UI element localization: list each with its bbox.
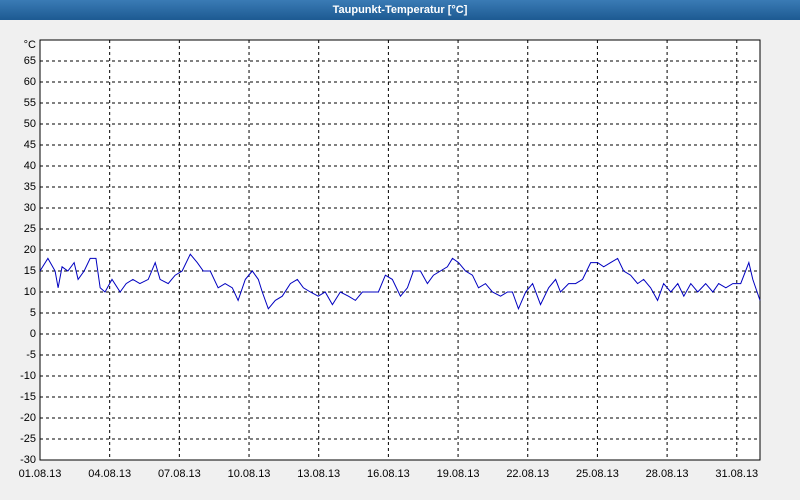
data-line (39, 253, 761, 311)
y-tick-label: -5 (26, 349, 36, 361)
x-tick-label: 25.08.13 (576, 468, 619, 480)
title-bar: Taupunkt-Temperatur [°C] (0, 0, 800, 20)
y-tick-label: 10 (24, 286, 36, 298)
x-tick-label: 01.08.13 (19, 468, 62, 480)
y-tick-label: 35 (24, 181, 36, 193)
y-tick-label: 20 (24, 244, 36, 256)
x-tick-label: 22.08.13 (506, 468, 549, 480)
x-tick-label: 04.08.13 (88, 468, 131, 480)
y-tick-label: 5 (30, 307, 36, 319)
y-tick-label: -25 (20, 433, 36, 445)
y-tick-label: -10 (20, 370, 36, 382)
y-tick-label: -30 (20, 454, 36, 466)
y-tick-label: 50 (24, 118, 36, 130)
y-tick-label: 25 (24, 223, 36, 235)
y-tick-label: 0 (30, 328, 36, 340)
y-tick-label: 60 (24, 76, 36, 88)
y-axis-label: °C (24, 39, 36, 51)
y-tick-label: 55 (24, 97, 36, 109)
chart: °C -30 -25 -20 -15 -10 -5 0 5 10 15 20 25 30 35 40 45 50… (19, 39, 761, 480)
y-tick-label: 15 (24, 265, 36, 277)
y-tick-label: 30 (24, 202, 36, 214)
x-tick-label: 19.08.13 (437, 468, 480, 480)
y-tick-label: 40 (24, 160, 36, 172)
y-tick-label: -15 (20, 391, 36, 403)
x-tick-label: 07.08.13 (158, 468, 201, 480)
y-tick-label: 65 (24, 55, 36, 67)
y-tick-label: -20 (20, 412, 36, 424)
y-tick-label: 45 (24, 139, 36, 151)
x-tick-label: 31.08.13 (715, 468, 758, 480)
x-tick-label: 10.08.13 (228, 468, 271, 480)
x-tick-label: 13.08.13 (297, 468, 340, 480)
x-tick-label: 16.08.13 (367, 468, 410, 480)
x-tick-label: 28.08.13 (646, 468, 689, 480)
